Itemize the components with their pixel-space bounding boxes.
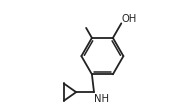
Text: NH: NH <box>95 93 109 103</box>
Text: OH: OH <box>122 14 137 24</box>
